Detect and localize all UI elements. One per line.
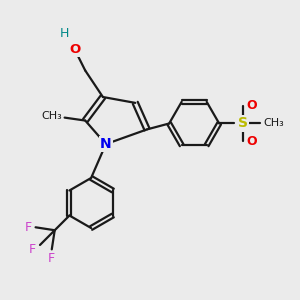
Text: O: O xyxy=(246,135,257,148)
Text: CH₃: CH₃ xyxy=(263,118,284,128)
Text: F: F xyxy=(25,221,32,234)
Text: F: F xyxy=(48,252,55,265)
Text: H: H xyxy=(60,27,69,40)
Text: CH₃: CH₃ xyxy=(41,111,62,121)
Text: O: O xyxy=(246,99,257,112)
Text: N: N xyxy=(100,137,112,151)
Text: O: O xyxy=(69,44,80,56)
Text: S: S xyxy=(238,116,248,130)
Text: F: F xyxy=(29,243,36,256)
